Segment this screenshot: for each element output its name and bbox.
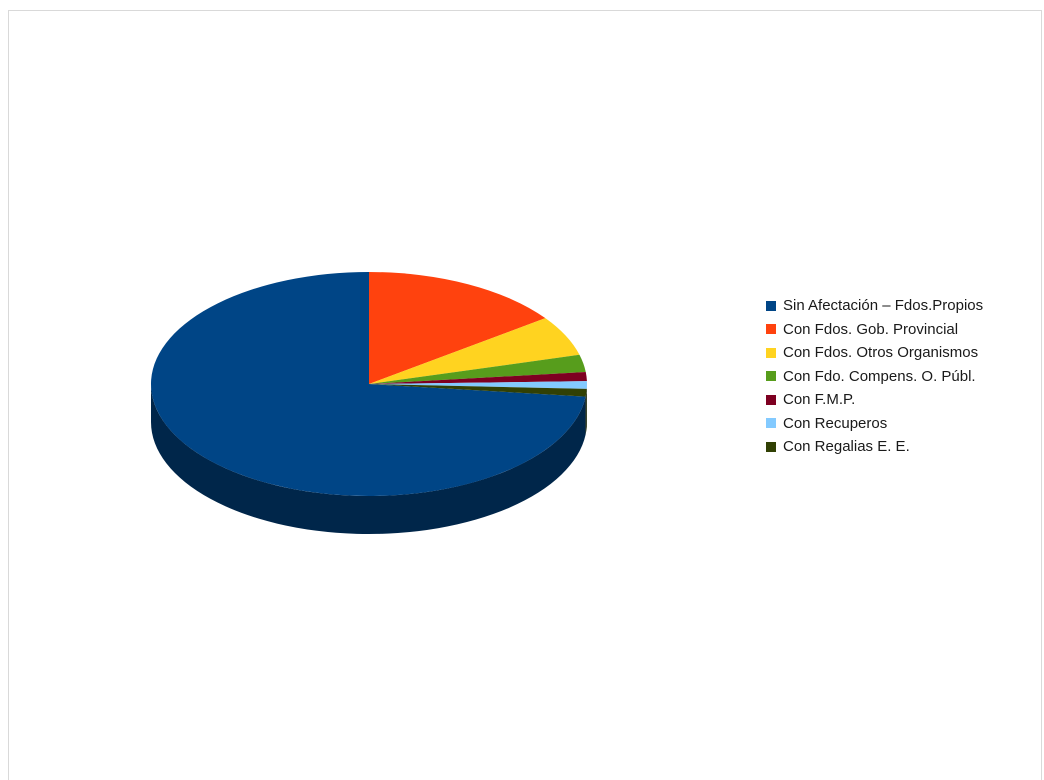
legend-label: Con F.M.P. xyxy=(783,391,855,408)
legend-swatch xyxy=(766,442,776,452)
legend-label: Con Regalias E. E. xyxy=(783,438,910,455)
legend-item: Sin Afectación – Fdos.Propios xyxy=(766,294,1040,318)
legend-item: Con Recuperos xyxy=(766,412,1040,436)
legend-label: Con Fdos. Otros Organismos xyxy=(783,344,978,361)
legend-item: Con Fdos. Otros Organismos xyxy=(766,341,1040,365)
pie-top xyxy=(151,272,587,496)
legend-swatch xyxy=(766,301,776,311)
legend-label: Con Fdos. Gob. Provincial xyxy=(783,321,958,338)
legend-label: Con Recuperos xyxy=(783,415,887,432)
legend-item: Con F.M.P. xyxy=(766,388,1040,412)
legend-item: Con Fdo. Compens. O. Públ. xyxy=(766,365,1040,389)
legend-label: Sin Afectación – Fdos.Propios xyxy=(783,297,983,314)
legend-swatch xyxy=(766,348,776,358)
legend-swatch xyxy=(766,418,776,428)
legend-item: Con Regalias E. E. xyxy=(766,435,1040,459)
legend-swatch xyxy=(766,395,776,405)
legend-swatch xyxy=(766,371,776,381)
legend-item: Con Fdos. Gob. Provincial xyxy=(766,318,1040,342)
legend-label: Con Fdo. Compens. O. Públ. xyxy=(783,368,976,385)
legend-swatch xyxy=(766,324,776,334)
chart-legend: Sin Afectación – Fdos.Propios Con Fdos. G… xyxy=(766,294,1040,459)
